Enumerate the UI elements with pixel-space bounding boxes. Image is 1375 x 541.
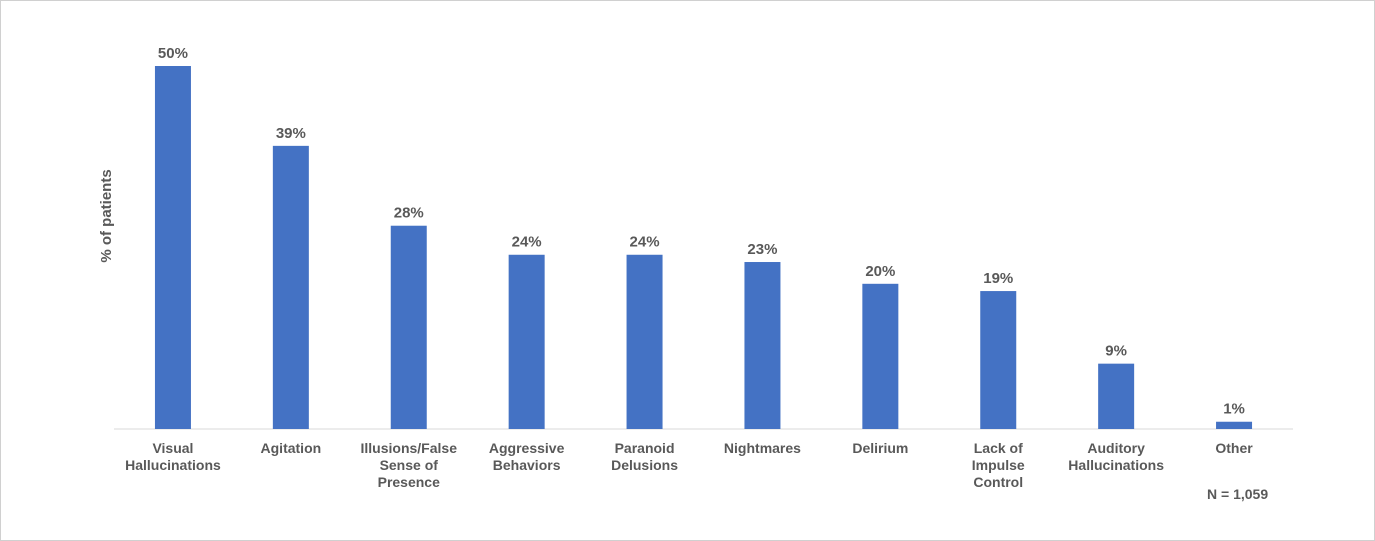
bar	[1098, 363, 1135, 429]
x-tick-label: Agitation	[260, 440, 322, 456]
data-label: 50%	[158, 45, 188, 62]
bar	[1216, 421, 1253, 429]
data-label: 9%	[1105, 343, 1127, 360]
data-label: 23%	[747, 241, 777, 258]
x-tick-label: Lack of Impulse Control	[971, 440, 1025, 490]
bar	[862, 283, 899, 429]
data-label: 20%	[865, 263, 895, 280]
data-label: 1%	[1223, 401, 1245, 418]
bar	[154, 66, 191, 429]
x-tick-label: Illusions/False Sense of Presence	[360, 440, 457, 490]
bar	[390, 225, 427, 429]
x-tick-label: Auditory Hallucinations	[1068, 440, 1164, 473]
x-tick-label: Paranoid Delusions	[611, 440, 678, 473]
bar	[980, 291, 1017, 429]
sample-size-note: N = 1,059	[1207, 486, 1269, 502]
data-label: 39%	[276, 125, 306, 142]
bar	[272, 145, 309, 430]
x-tick-label: Delirium	[852, 440, 909, 456]
data-label: 19%	[983, 270, 1013, 287]
data-label: 24%	[512, 234, 542, 251]
data-label: 24%	[630, 234, 660, 251]
bar	[744, 262, 781, 429]
x-tick-label: Other	[1215, 440, 1253, 456]
bar	[626, 254, 663, 429]
data-label: 28%	[394, 205, 424, 222]
bar	[508, 254, 545, 429]
y-axis-label: % of patients	[98, 169, 115, 262]
x-tick-label: Nightmares	[723, 440, 801, 456]
x-tick-label: Aggressive Behaviors	[488, 440, 565, 473]
x-tick-label: Visual Hallucinations	[125, 440, 221, 473]
